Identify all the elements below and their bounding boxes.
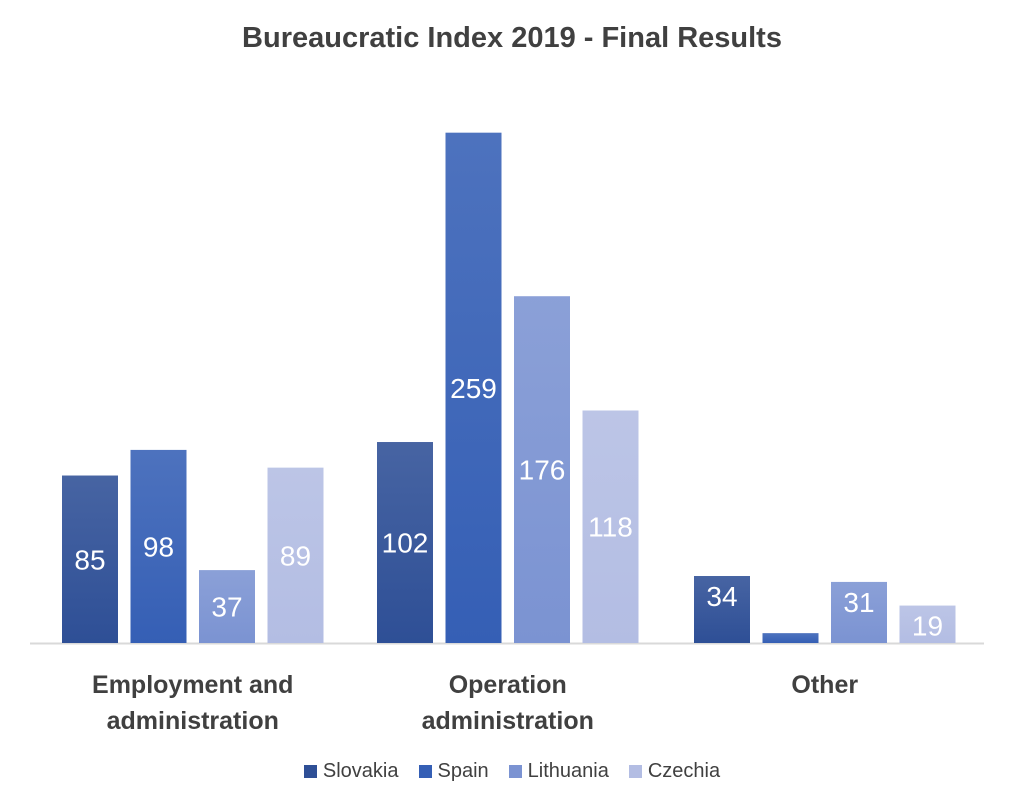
chart-title: Bureaucratic Index 2019 - Final Results (242, 22, 782, 54)
bar-lithuania-0 (199, 570, 255, 643)
category-label: administration (422, 707, 594, 735)
legend-label: Slovakia (322, 760, 399, 782)
legend-item-spain: Spain (418, 760, 489, 783)
category-label: administration (107, 707, 279, 735)
data-label: 118 (588, 512, 633, 543)
data-label: 37 (211, 592, 242, 623)
data-label: 176 (519, 455, 566, 486)
bar-czechia-1 (582, 410, 639, 643)
data-label: 34 (706, 581, 737, 612)
legend-label: Lithuania (527, 760, 609, 782)
data-label: 259 (450, 373, 497, 404)
bar-spain-0 (130, 449, 187, 643)
bar-slovakia-2 (694, 576, 750, 643)
chart-legend: Slovakia Spain Lithuania Czechia (0, 760, 1024, 783)
data-label: 102 (382, 528, 429, 559)
data-label: 98 (143, 531, 174, 562)
bar-lithuania-2 (831, 581, 887, 643)
data-label: 89 (280, 540, 311, 571)
legend-label: Czechia (647, 760, 721, 782)
category-label: Operation (449, 671, 567, 699)
bar-czechia-0 (267, 467, 324, 643)
legend-swatch (303, 765, 317, 778)
bar-slovakia-1 (377, 442, 433, 643)
data-label: 31 (843, 587, 874, 618)
bar-lithuania-1 (514, 296, 570, 643)
bar-czechia-2 (899, 605, 956, 643)
category-label: Other (791, 671, 858, 699)
legend-swatch (508, 765, 522, 778)
category-label: Employment and (92, 671, 293, 699)
bar-spain-1 (445, 132, 502, 643)
legend-item-lithuania: Lithuania (508, 760, 609, 783)
legend-swatch (418, 765, 432, 778)
legend-swatch (628, 765, 642, 778)
data-label: 85 (74, 544, 105, 575)
legend-item-slovakia: Slovakia (303, 760, 399, 783)
bar-slovakia-0 (62, 475, 118, 643)
legend-label: Spain (437, 760, 489, 782)
bar-spain-2 (762, 633, 819, 643)
legend-item-czechia: Czechia (628, 760, 721, 783)
data-label: 19 (912, 611, 943, 642)
